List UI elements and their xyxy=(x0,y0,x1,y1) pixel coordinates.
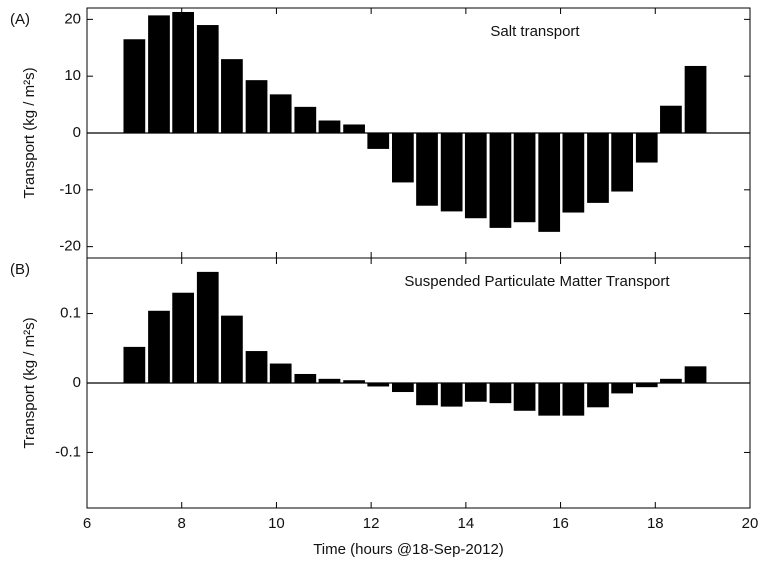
bar xyxy=(245,80,268,133)
bar xyxy=(148,15,170,133)
bar xyxy=(660,105,682,133)
bar xyxy=(416,133,438,206)
bar xyxy=(123,39,146,133)
bar xyxy=(172,292,195,383)
bar xyxy=(538,133,561,232)
annotation: Suspended Particulate Matter Transport xyxy=(404,273,670,290)
bar xyxy=(221,59,243,133)
bar xyxy=(269,363,292,383)
bar xyxy=(562,383,585,416)
bar xyxy=(269,94,292,133)
x-tick-label: 18 xyxy=(647,515,664,532)
y-tick-label: 0 xyxy=(73,374,81,391)
panel-label: (A) xyxy=(10,11,30,28)
panel-label: (B) xyxy=(10,261,30,278)
bar xyxy=(392,383,414,393)
bar xyxy=(318,120,341,133)
bar xyxy=(684,366,707,383)
y-tick-label: -20 xyxy=(59,238,81,255)
bar xyxy=(464,133,487,219)
bar xyxy=(172,11,195,134)
bar xyxy=(221,315,243,383)
bar xyxy=(660,378,682,383)
x-tick-label: 6 xyxy=(83,515,91,532)
y-tick-label: 10 xyxy=(64,67,81,84)
bar xyxy=(489,383,512,404)
bar xyxy=(587,383,609,408)
bar xyxy=(562,133,585,213)
y-axis-label: Transport (kg / m²s) xyxy=(21,67,38,198)
y-tick-label: 0 xyxy=(73,124,81,141)
y-tick-label: -10 xyxy=(59,181,81,198)
x-tick-label: 16 xyxy=(552,515,569,532)
bar xyxy=(440,383,463,407)
bar xyxy=(294,373,317,383)
bar xyxy=(148,310,170,383)
bar xyxy=(196,271,219,383)
bar xyxy=(489,133,512,228)
x-tick-label: 8 xyxy=(178,515,186,532)
bar xyxy=(392,133,414,183)
bar xyxy=(196,25,219,133)
bar xyxy=(611,383,634,394)
bar xyxy=(343,380,365,383)
y-tick-label: 0.1 xyxy=(60,305,81,322)
annotation: Salt transport xyxy=(490,23,580,40)
bar xyxy=(513,133,536,223)
x-tick-label: 12 xyxy=(363,515,380,532)
bar xyxy=(611,133,634,192)
bar xyxy=(294,106,317,133)
bar xyxy=(684,65,707,133)
bar xyxy=(440,133,463,212)
x-tick-label: 14 xyxy=(458,515,475,532)
bar xyxy=(123,346,146,383)
bar xyxy=(587,133,609,203)
bar xyxy=(367,383,390,387)
x-tick-label: 20 xyxy=(742,515,759,532)
x-tick-label: 10 xyxy=(268,515,285,532)
bar xyxy=(318,378,341,383)
bar xyxy=(245,351,268,383)
bar xyxy=(513,383,536,411)
x-axis-label: Time (hours @18-Sep-2012) xyxy=(313,541,504,558)
bar xyxy=(343,124,365,133)
y-tick-label: -0.1 xyxy=(55,443,81,460)
bar xyxy=(416,383,438,406)
bar xyxy=(464,383,487,402)
bar xyxy=(635,383,658,388)
bar xyxy=(635,133,658,163)
bar xyxy=(538,383,561,416)
y-tick-label: 20 xyxy=(64,10,81,27)
bar xyxy=(367,133,390,149)
y-axis-label: Transport (kg / m²s) xyxy=(21,317,38,448)
